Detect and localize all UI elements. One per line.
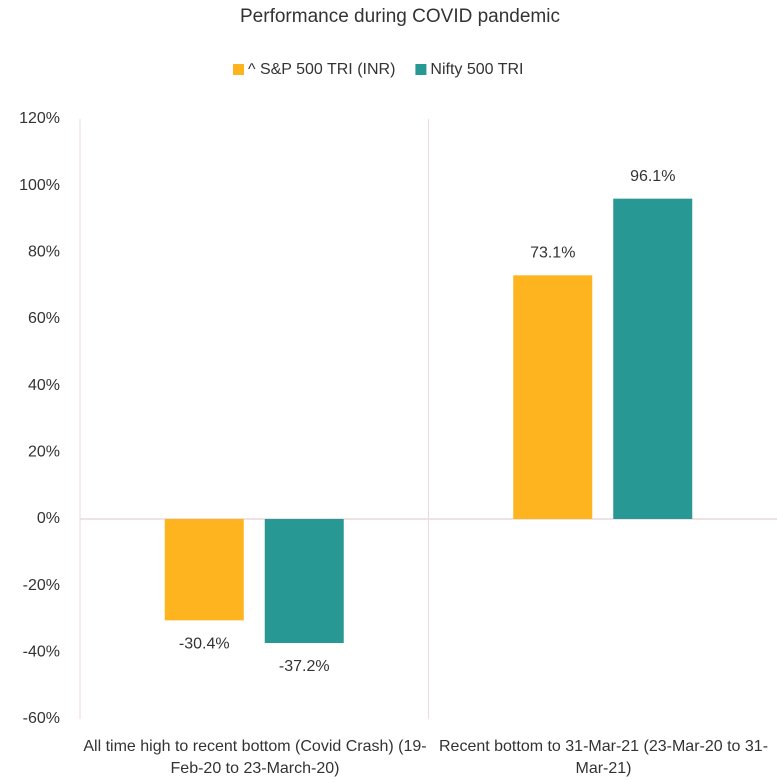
- value-label: 73.1%: [530, 245, 575, 262]
- legend-swatch: [415, 64, 427, 75]
- y-tick-label: 120%: [19, 110, 60, 127]
- y-tick-label: -20%: [23, 577, 60, 594]
- legend-label: ^ S&P 500 TRI (INR): [248, 61, 395, 78]
- legend-label: Nifty 500 TRI: [430, 61, 523, 78]
- y-tick-label: 60%: [28, 310, 60, 327]
- y-tick-label: 20%: [28, 444, 60, 461]
- bar: [513, 275, 593, 519]
- value-label: -37.2%: [279, 658, 330, 675]
- y-tick-label: -40%: [23, 644, 60, 661]
- value-label: -30.4%: [179, 636, 230, 653]
- y-tick-label: 40%: [28, 377, 60, 394]
- bar: [264, 519, 344, 643]
- y-tick-label: 80%: [28, 244, 60, 261]
- y-tick-label: -60%: [23, 710, 60, 727]
- legend-swatch: [233, 64, 244, 75]
- x-tick-label: All time high to recent bottom (Covid Cr…: [83, 738, 427, 777]
- y-tick-label: 100%: [19, 177, 60, 194]
- value-label: 96.1%: [630, 168, 675, 185]
- y-tick-label: 0%: [37, 510, 60, 527]
- x-tick-label: Recent bottom to 31-Mar-21 (23-Mar-20 to…: [438, 738, 769, 777]
- bar: [613, 198, 693, 519]
- bar: [164, 519, 244, 621]
- chart-title: Performance during COVID pandemic: [240, 6, 560, 27]
